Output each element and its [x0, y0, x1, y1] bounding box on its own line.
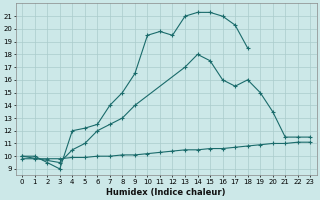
X-axis label: Humidex (Indice chaleur): Humidex (Indice chaleur)	[107, 188, 226, 197]
